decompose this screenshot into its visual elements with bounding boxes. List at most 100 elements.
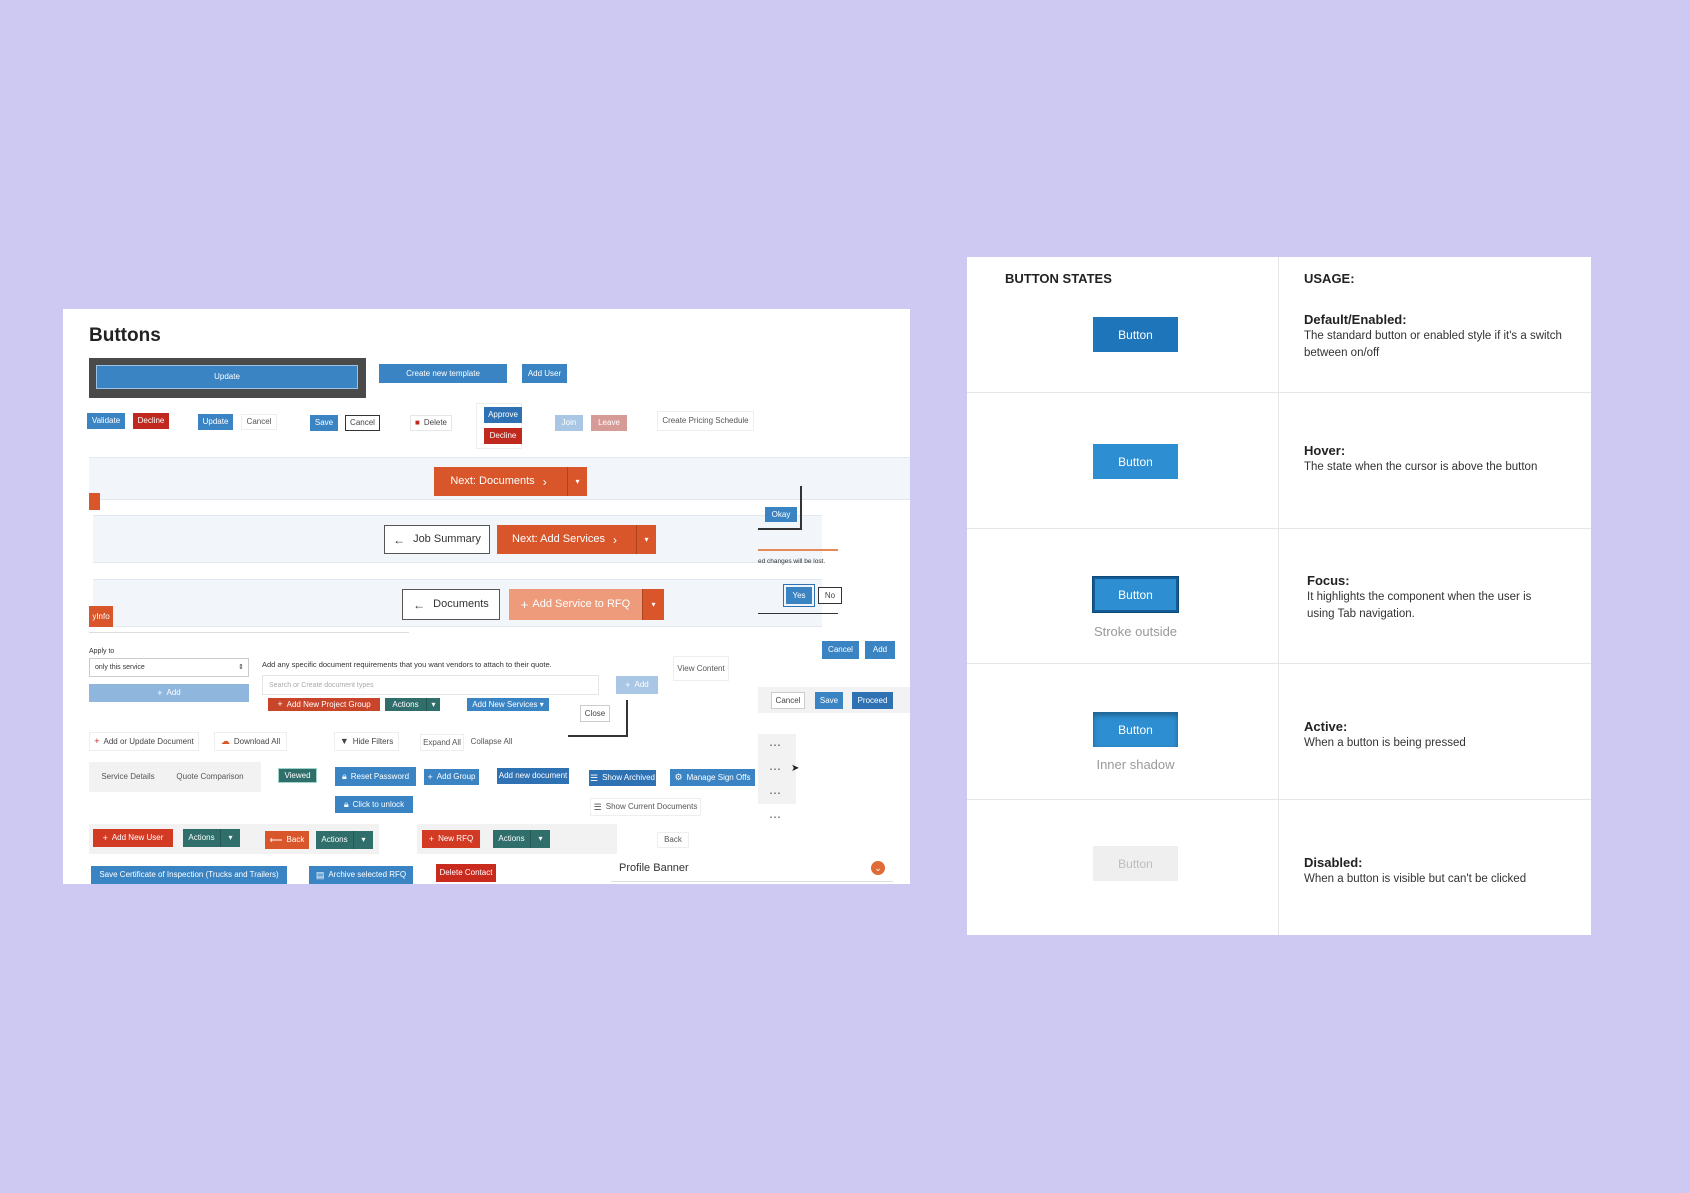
view-content-button[interactable]: View Content [673, 656, 729, 681]
yes-button[interactable]: Yes [783, 584, 815, 607]
lock-icon: 🔒︎ [341, 771, 347, 781]
apply-to-select[interactable]: only this service ⇕ [89, 658, 249, 677]
focus-state-button[interactable]: Button [1093, 577, 1178, 612]
actions-teal-button-3[interactable]: Actions ▾ [316, 831, 373, 849]
click-to-unlock-label: Click to unlock [352, 799, 405, 809]
chevron-circle-down-icon[interactable]: ⌄ [871, 861, 885, 875]
update-large-button[interactable]: Update [96, 365, 358, 389]
save-certificate-button[interactable]: Save Certificate of Inspection (Trucks a… [91, 866, 287, 884]
create-pricing-schedule-button[interactable]: Create Pricing Schedule [657, 411, 754, 431]
add-group-button[interactable]: + Add Group [424, 769, 479, 785]
quote-comparison-tab[interactable]: Quote Comparison [176, 771, 244, 781]
cancel-blue-button[interactable]: Cancel [822, 641, 859, 659]
save-blue-button[interactable]: Save [815, 692, 843, 709]
side-tab-orange-1[interactable] [89, 493, 100, 510]
profile-banner-row[interactable]: Profile Banner ⌄ [611, 855, 893, 882]
show-current-documents-button[interactable]: ☰ Show Current Documents [590, 798, 701, 816]
next-add-services-label: Next: Add Services [512, 533, 605, 545]
hide-filters-label: Hide Filters [352, 736, 394, 746]
chevron-down-icon[interactable]: ▾ [220, 829, 240, 847]
chevron-down-icon[interactable]: ▾ [530, 830, 550, 848]
download-all-button[interactable]: ☁ Download All [214, 732, 287, 751]
approve-button[interactable]: Approve [484, 407, 522, 423]
chevron-down-icon[interactable]: ▾ [426, 698, 440, 711]
arrow-left-icon: ⟵ [269, 834, 283, 845]
okay-button[interactable]: Okay [765, 507, 797, 522]
chevron-right-icon: › [542, 474, 547, 489]
job-summary-button[interactable]: ← Job Summary [384, 525, 490, 554]
new-rfq-button[interactable]: + New RFQ [422, 830, 480, 848]
no-button[interactable]: No [818, 587, 842, 604]
more-menu-button-4[interactable]: ⋯ [769, 810, 781, 824]
cancel-ghost-button[interactable]: Cancel [771, 692, 805, 709]
chevron-right-icon: › [612, 532, 617, 547]
actions-teal-button-2[interactable]: Actions ▾ [183, 829, 240, 847]
add-wide-button[interactable]: + Add [89, 684, 249, 702]
next-add-services-button[interactable]: Next: Add Services › ▾ [497, 525, 656, 554]
active-desc: When a button is being pressed [1304, 737, 1466, 749]
hide-filters-button[interactable]: ▼ Hide Filters [334, 732, 399, 751]
cancel-outline-button[interactable]: Cancel [345, 415, 380, 431]
add-service-rfq-button[interactable]: + Add Service to RFQ ▾ [509, 589, 664, 620]
click-to-unlock-button[interactable]: 🔒︎ Click to unlock [335, 796, 413, 813]
service-details-tab[interactable]: Service Details [101, 771, 155, 781]
collapse-all-button[interactable]: Collapse All [470, 736, 513, 746]
more-menu-button-1[interactable]: ⋯ [769, 738, 781, 752]
save-button[interactable]: Save [310, 415, 338, 431]
document-search-input[interactable]: Search or Create document types [262, 675, 599, 695]
expand-all-button[interactable]: Expand All [420, 734, 464, 751]
chevron-down-icon[interactable]: ▾ [636, 525, 656, 554]
arrow-left-icon: ← [393, 532, 406, 547]
show-archived-button[interactable]: ☰ Show Archived [589, 770, 656, 786]
add-update-document-button[interactable]: + Add or Update Document [89, 732, 199, 751]
back-orange-button[interactable]: ⟵ Back [265, 831, 309, 849]
file-icon: ▤ [315, 869, 325, 880]
close-button[interactable]: Close [580, 705, 610, 722]
active-caption: Inner shadow [1096, 757, 1175, 772]
more-menu-button-2[interactable]: ⋯ [769, 762, 781, 776]
reset-password-button[interactable]: 🔒︎ Reset Password [335, 767, 416, 786]
add-small-disabled-button[interactable]: + Add [616, 676, 658, 694]
documents-back-button[interactable]: ← Documents [402, 589, 500, 620]
delete-contact-button[interactable]: Delete Contact [436, 864, 496, 882]
chevron-down-icon[interactable]: ▾ [353, 831, 373, 849]
row-divider-3 [967, 663, 1591, 664]
arrow-left-icon: ← [413, 597, 426, 612]
more-menu-button-3[interactable]: ⋯ [769, 786, 781, 800]
chevron-down-icon[interactable]: ▾ [567, 467, 587, 496]
actions-teal-button-4[interactable]: Actions ▾ [493, 830, 550, 848]
column-divider [1278, 257, 1279, 935]
active-state-button[interactable]: Button [1093, 712, 1178, 747]
next-documents-button[interactable]: Next: Documents › ▾ [434, 467, 587, 496]
create-template-button[interactable]: Create new template [379, 364, 507, 383]
more-menu-column [758, 734, 796, 804]
add-new-project-group-button[interactable]: + Add New Project Group [268, 698, 380, 711]
leave-button-disabled[interactable]: Leave [591, 415, 627, 431]
join-button-disabled[interactable]: Join [555, 415, 583, 431]
chevron-down-icon[interactable]: ▾ [642, 589, 664, 620]
delete-button[interactable]: ■ Delete [410, 415, 452, 431]
panel-title: Buttons [89, 325, 161, 346]
add-new-services-button[interactable]: Add New Services ▾ [467, 698, 549, 711]
back-plain-button[interactable]: Back [657, 832, 689, 848]
update-button[interactable]: Update [198, 414, 233, 430]
manage-sign-offs-button[interactable]: ⚙ Manage Sign Offs [670, 769, 755, 786]
show-archived-label: Show Archived [602, 773, 655, 782]
add-new-user-button[interactable]: + Add New User [93, 829, 173, 847]
actions-teal-button-1[interactable]: Actions ▾ [385, 698, 440, 711]
plus-square-icon: + [277, 699, 283, 709]
hover-state-button[interactable]: Button [1093, 444, 1178, 479]
add-blue-button[interactable]: Add [865, 641, 895, 659]
decline-stack-button[interactable]: Decline [484, 428, 522, 444]
decline-button[interactable]: Decline [133, 413, 169, 429]
viewed-button[interactable]: Viewed [278, 768, 317, 783]
default-state-button[interactable]: Button [1093, 317, 1178, 352]
default-title: Default/Enabled: [1304, 312, 1407, 327]
archive-rfq-button[interactable]: ▤ Archive selected RFQ [309, 866, 413, 884]
validate-button[interactable]: Validate [87, 413, 125, 429]
add-user-button[interactable]: Add User [522, 364, 567, 383]
side-tab-orange-2[interactable]: yInfo [89, 606, 113, 627]
cancel-text-button[interactable]: Cancel [241, 414, 277, 430]
proceed-button[interactable]: Proceed [852, 692, 893, 709]
add-new-document-button[interactable]: Add new document [497, 768, 569, 784]
